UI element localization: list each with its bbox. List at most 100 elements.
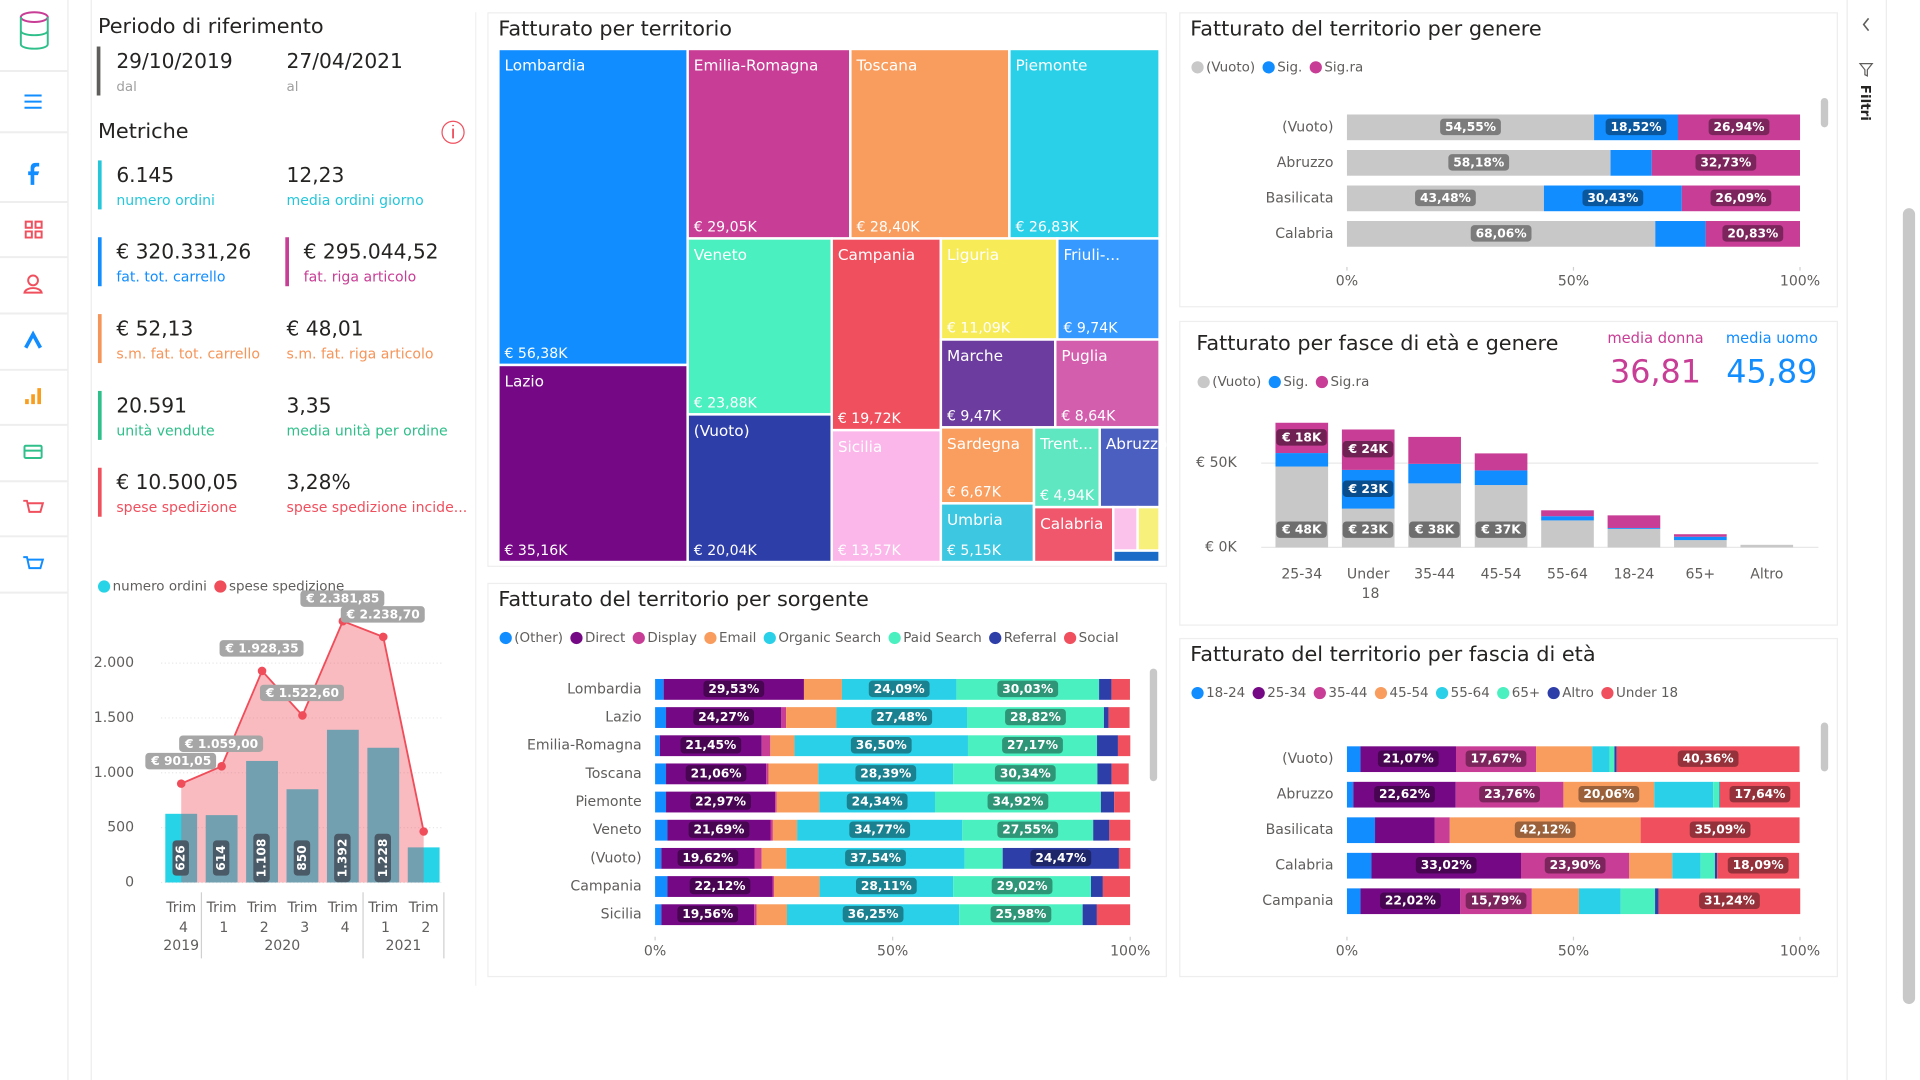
data-label: 614 [214,845,228,871]
label-badge [997,821,1059,838]
data-label: € 37K [1480,523,1521,537]
label-badge [1710,189,1772,207]
bar-segment [1714,852,1718,879]
bar-segment [1109,819,1131,841]
data-label: € 1.059,00 [184,737,258,751]
bar-segment [1408,436,1461,464]
data-label: € 48K [1281,523,1322,537]
bar-segment [1114,791,1130,813]
data-label: € 24K [1348,442,1389,456]
label-badge [693,708,755,726]
chart-title: Fatturato del territorio per fascia di e… [1190,642,1595,666]
data-label: 18,09% [1733,858,1784,872]
tile-label: Emilia-Romagna [694,57,819,75]
legend-marker [1063,631,1077,645]
label-badge [994,765,1056,782]
y-tick-label: 2.000 [94,655,134,671]
icon-user[interactable] [27,274,39,287]
bar-segment [1674,534,1727,537]
legend-label: Email [719,631,756,646]
icon-grid[interactable] [24,220,43,239]
data-label: 28,82% [1010,710,1061,724]
filters-icon[interactable] [1858,63,1874,77]
data-label: 54,55% [1445,120,1496,134]
legend-marker [632,631,645,645]
tile [1056,237,1161,341]
scrollbar[interactable] [1149,668,1158,782]
bar-segment [666,763,767,785]
bar-segment [964,847,1003,869]
category-label: Veneto [593,822,642,838]
data-label: 37,54% [850,851,901,865]
scrollbar[interactable] [1820,97,1829,128]
category-label: Campania [1262,893,1333,909]
metric-value: € 10.500,05 [116,470,238,494]
label-badge [991,877,1053,895]
data-label: 36,25% [848,907,899,921]
bar-segment [786,847,965,869]
icon-cart[interactable] [23,556,45,570]
data-label: 31,24% [1704,894,1755,908]
bar-segment [776,791,820,813]
annotation-value: 45,89 [1726,352,1817,390]
label-line: 1 [215,920,228,936]
label-badge [1544,856,1606,874]
label-badge [374,833,391,883]
bar-segment [1640,817,1800,844]
legend-marker [1191,61,1204,74]
bar-segment [1353,781,1456,808]
icon-facebook[interactable] [28,162,40,185]
x-tick-label: 100% [1110,943,1150,959]
label-badge [1465,750,1527,767]
data-label: 21,06% [691,766,742,780]
category-label: Emilia-Romagna [527,738,642,754]
legend-marker [704,631,717,645]
bar-segment [786,904,960,926]
scrollbar[interactable] [1820,722,1829,772]
x-tick-label: 0% [1336,943,1358,959]
page-scrollbar[interactable] [1902,208,1916,1005]
bar-segment [1541,520,1594,548]
line-area [181,621,424,883]
icon-analytics[interactable] [25,388,42,405]
label-badge [1727,856,1789,874]
bar-segment [819,791,935,813]
info-icon[interactable] [441,120,465,144]
icon-cart[interactable] [23,499,45,513]
line-point [419,827,428,836]
bar-label: 626 [172,840,189,876]
icon-ads[interactable] [24,330,43,349]
bar-segment [1455,781,1564,808]
bar-segment [1371,852,1522,879]
filters-label[interactable]: Filtri [1857,85,1872,121]
legend-label: Referral [1004,631,1057,646]
legend-marker [1315,375,1329,389]
bar-segment [1521,852,1630,879]
legend-marker [97,580,111,593]
icon-card[interactable] [23,444,43,459]
label-badge [1002,736,1063,754]
label-badge [850,736,912,754]
filters-collapse[interactable] [1862,17,1870,32]
bar-segment [1705,221,1800,247]
bar-label: 614 [212,840,230,876]
label-badge [1276,429,1327,446]
legend-label: Direct [585,631,625,646]
bar-segment [655,904,662,926]
bar-segment [1592,746,1610,773]
bar-segment [772,819,798,841]
icon-list[interactable] [24,94,42,109]
category-label: Calabria [1275,226,1333,242]
data-label: 626 [174,845,188,871]
label-badge [1470,225,1532,242]
label-badge [1699,892,1760,909]
bar-segment [1346,746,1361,773]
tile [497,363,689,564]
metrics: 6.145 numero ordini 12,23 media ordini gior… [97,160,467,517]
x-tick-label: 35-44 [1414,566,1455,582]
bar-segment [1346,817,1376,844]
legend-marker [1197,375,1210,389]
x-tick-label: Trim 1 [367,900,398,936]
bar-segment [1091,876,1103,897]
legend-marker [1309,61,1322,74]
